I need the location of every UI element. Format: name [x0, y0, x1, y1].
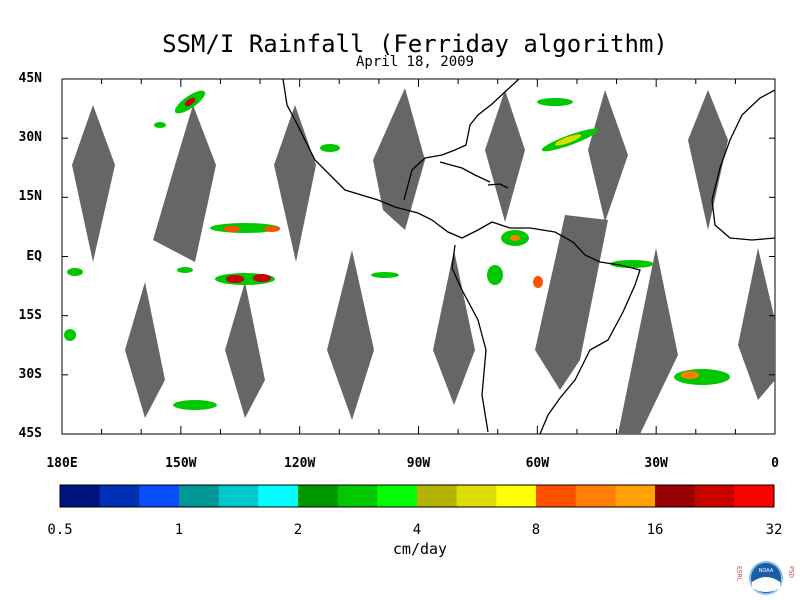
lon-label: 120W [284, 456, 316, 471]
map-subtitle: April 18, 2009 [355, 54, 474, 70]
africa-coast [711, 89, 775, 241]
lat-label: EQ [26, 248, 42, 264]
swath-gap [225, 282, 265, 418]
swath-gap [738, 248, 775, 400]
rain-patch [264, 226, 280, 232]
rain-patch [681, 371, 699, 379]
rain-patch [320, 144, 340, 152]
hispaniola [487, 183, 509, 189]
lon-label: 180E [46, 456, 78, 471]
lon-label: 0 [771, 456, 779, 471]
lat-label: 30N [18, 130, 42, 146]
swath-gap [153, 105, 216, 262]
lat-label: 45S [18, 426, 42, 441]
lon-label: 150W [165, 456, 197, 471]
noaa-logo: ESRL NOAA PSD [736, 561, 795, 595]
rain-patches [64, 90, 730, 410]
colorbar-tick-label: 8 [531, 522, 541, 538]
lat-label: 15S [18, 307, 42, 323]
rain-patch [224, 226, 240, 232]
colorbar-tick-label: 16 [646, 522, 664, 538]
rain-patch [487, 265, 503, 285]
swath-gap [618, 248, 678, 434]
rain-patch [154, 122, 166, 128]
rain-patch [67, 268, 83, 276]
swath-gap [588, 90, 628, 222]
lat-label: 15N [18, 189, 42, 205]
rain-patch [510, 235, 520, 241]
rain-patch [554, 134, 582, 146]
swath-gap [373, 88, 425, 230]
lon-label: 30W [644, 456, 668, 471]
lat-label: 45N [18, 71, 42, 86]
swath-gaps [72, 88, 775, 434]
colorbar-tick-label: 4 [412, 522, 422, 538]
logo-left-text: ESRL [736, 566, 743, 582]
south-america-coast [451, 227, 641, 434]
logo-right-text: PSD [788, 566, 795, 578]
lon-ticks [61, 79, 776, 434]
swath-gap [433, 250, 475, 405]
land-outlines [282, 79, 775, 434]
rain-patch [173, 400, 217, 410]
lon-label: 90W [406, 456, 431, 471]
map-title: SSM/I Rainfall (Ferriday algorithm) [162, 30, 668, 58]
colorbar-tick-label: 32 [765, 522, 783, 538]
swath-gap [535, 215, 608, 390]
swath-gap [72, 105, 115, 262]
rain-patch [610, 260, 654, 268]
swath-gap [485, 90, 525, 222]
colorbar-tick-label: 1 [174, 522, 184, 538]
swath-gap [327, 250, 374, 420]
rain-patch [537, 98, 573, 106]
lat-label: 30S [18, 366, 42, 382]
rain-patch [184, 97, 196, 107]
colorbar-tick-label: 0.5 [47, 522, 73, 538]
map-frame [61, 78, 776, 435]
rain-patch [253, 274, 271, 282]
swath-gap [125, 282, 165, 418]
colorbar-units: cm/day [392, 540, 448, 558]
rain-patch [177, 267, 193, 273]
rain-patch [64, 329, 76, 341]
logo-center-text: NOAA [759, 568, 774, 574]
lat-ticks [62, 78, 775, 435]
rain-patch [226, 275, 244, 283]
colorbar-tick-label: 2 [293, 522, 303, 538]
swath-gap [274, 105, 316, 262]
swath-gap [688, 90, 728, 230]
rain-patch [533, 276, 543, 288]
lon-label: 60W [525, 456, 550, 471]
noaa-wave-icon [752, 577, 780, 592]
rain-patch [371, 272, 399, 278]
north-america-coast [282, 79, 530, 239]
cuba [439, 161, 491, 183]
